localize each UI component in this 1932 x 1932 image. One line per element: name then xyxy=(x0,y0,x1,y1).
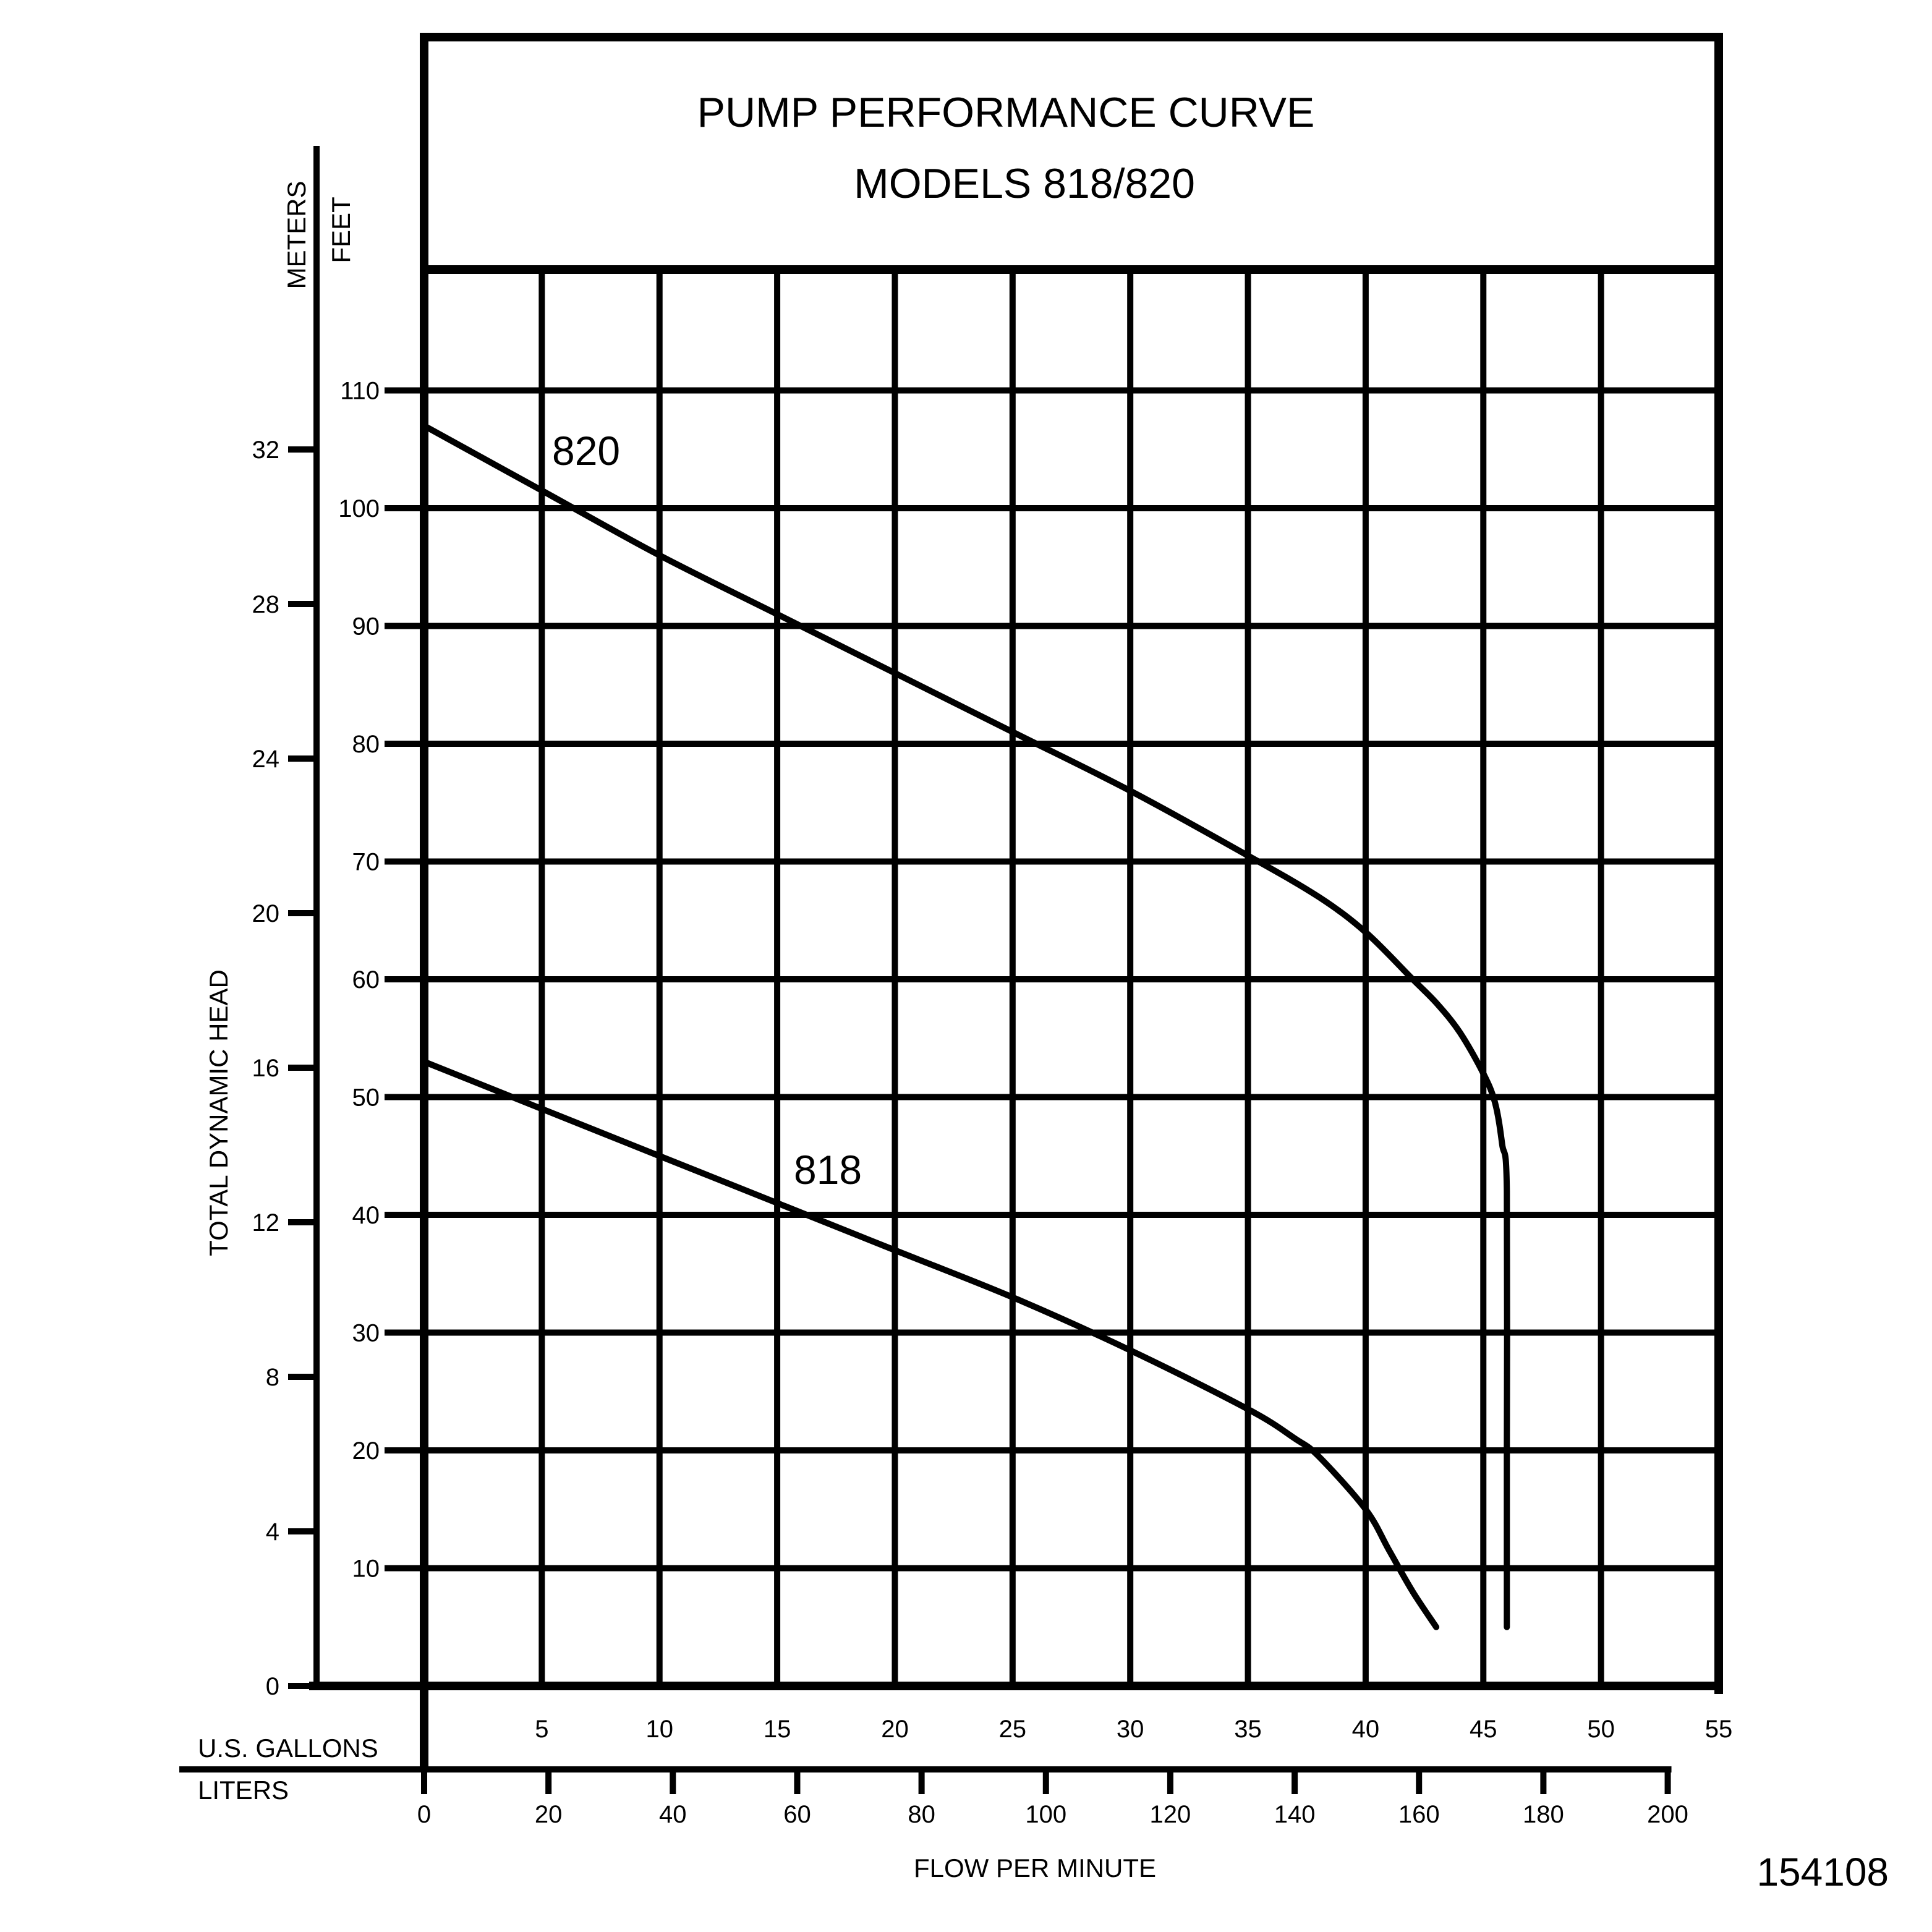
feet-tick-label: 80 xyxy=(352,731,380,758)
title-box xyxy=(420,33,1723,274)
meters-tick-label: 24 xyxy=(252,746,280,773)
feet-tick-label: 110 xyxy=(340,378,380,405)
gallons-tick-label: 50 xyxy=(1587,1716,1615,1743)
liters-tick-label: 140 xyxy=(1274,1801,1316,1828)
feet-tick-label: 70 xyxy=(352,849,380,876)
x-axis-title: FLOW PER MINUTE xyxy=(914,1853,1156,1883)
liters-tick-label: 80 xyxy=(908,1801,935,1828)
meters-tick-label: 32 xyxy=(252,436,280,464)
feet-tick-label: 100 xyxy=(338,495,380,522)
meters-tick-label: 16 xyxy=(252,1055,280,1082)
x-unit-gallons: U.S. GALLONS xyxy=(198,1734,378,1763)
series-curve-818 xyxy=(421,1058,1440,1630)
feet-tick-label: 40 xyxy=(352,1202,380,1229)
feet-tick-label: 90 xyxy=(352,613,380,640)
liters-tick-label: 180 xyxy=(1523,1801,1564,1828)
chart-subtitle: MODELS 818/820 xyxy=(854,160,1195,207)
feet-tick-label: 10 xyxy=(352,1555,380,1583)
gallons-tick-label: 40 xyxy=(1352,1716,1380,1743)
liters-tick-label: 100 xyxy=(1025,1801,1066,1828)
grid-lines xyxy=(385,273,1719,1686)
feet-tick-label: 30 xyxy=(352,1320,380,1347)
series-curves xyxy=(421,422,1510,1630)
gallons-tick-label: 5 xyxy=(535,1716,548,1743)
x-unit-liters: LITERS xyxy=(198,1776,289,1805)
gallons-tick-label: 10 xyxy=(645,1716,673,1743)
reference-number: 154108 xyxy=(1756,1850,1889,1894)
feet-tick-label: 20 xyxy=(352,1437,380,1465)
y-unit-meters: METERS xyxy=(282,181,311,289)
meters-tick-label: 8 xyxy=(266,1364,279,1391)
y-unit-feet: FEET xyxy=(326,197,355,263)
liters-tick-label: 160 xyxy=(1398,1801,1440,1828)
gallons-tick-label: 35 xyxy=(1234,1716,1262,1743)
series-label-820: 820 xyxy=(552,428,620,474)
gallons-tick-label: 20 xyxy=(881,1716,909,1743)
y-axis-title: TOTAL DYNAMIC HEAD xyxy=(204,969,233,1256)
chart-title: PUMP PERFORMANCE CURVE xyxy=(697,89,1315,136)
meters-tick-label: 20 xyxy=(252,900,280,927)
liters-tick-label: 200 xyxy=(1647,1801,1688,1828)
plot-frame xyxy=(309,270,1723,1772)
tick-labels: 0481216202428321020304050607080901001105… xyxy=(252,378,1733,1829)
liters-tick-label: 120 xyxy=(1150,1801,1191,1828)
gallons-tick-label: 15 xyxy=(764,1716,791,1743)
meters-tick-label: 12 xyxy=(252,1209,280,1236)
liters-tick-label: 60 xyxy=(783,1801,811,1828)
gallons-tick-label: 55 xyxy=(1705,1716,1733,1743)
meters-tick-label: 0 xyxy=(266,1673,279,1700)
liters-tick-label: 20 xyxy=(535,1801,563,1828)
series-label-818: 818 xyxy=(794,1147,862,1193)
liters-tick-label: 40 xyxy=(659,1801,687,1828)
gallons-tick-label: 30 xyxy=(1117,1716,1144,1743)
feet-tick-label: 50 xyxy=(352,1084,380,1112)
axes xyxy=(179,146,1672,1794)
liters-tick-label: 0 xyxy=(417,1801,431,1828)
gallons-tick-label: 25 xyxy=(999,1716,1027,1743)
meters-tick-label: 28 xyxy=(252,591,280,618)
gallons-tick-label: 45 xyxy=(1470,1716,1497,1743)
series-curve-820 xyxy=(421,422,1510,1630)
feet-tick-label: 60 xyxy=(352,966,380,994)
meters-tick-label: 4 xyxy=(266,1518,279,1546)
